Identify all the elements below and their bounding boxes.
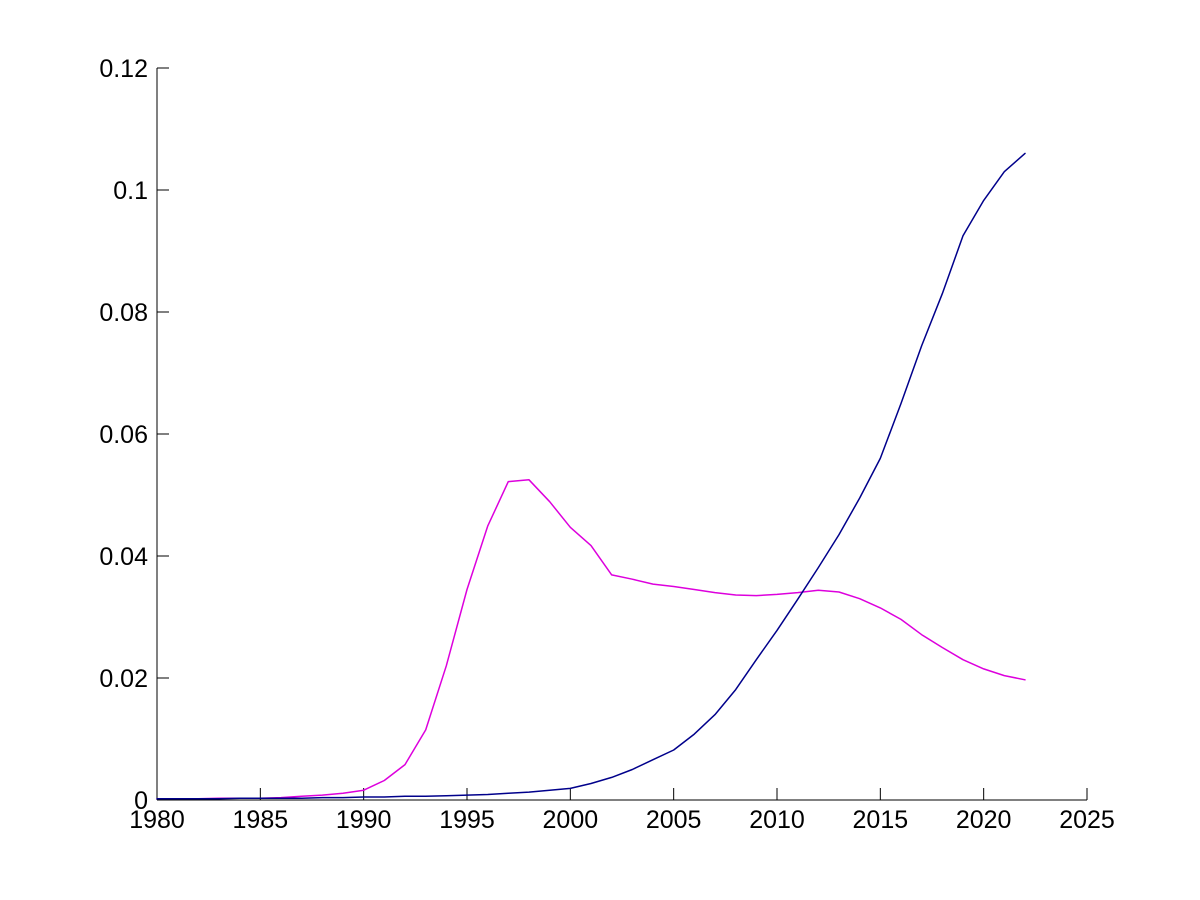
x-tick-label: 2015 xyxy=(853,806,909,834)
y-tick-label: 0.1 xyxy=(113,177,148,205)
x-tick-label: 2010 xyxy=(749,806,805,834)
y-tick-label: 0.06 xyxy=(99,421,148,449)
y-tick-label: 0.12 xyxy=(99,55,148,83)
y-tick-label: 0.04 xyxy=(99,543,148,571)
x-tick-label: 2005 xyxy=(646,806,702,834)
x-tick-label: 2020 xyxy=(956,806,1012,834)
x-tick-label: 1985 xyxy=(233,806,289,834)
y-tick-label: 0.02 xyxy=(99,665,148,693)
y-tick-label: 0.08 xyxy=(99,299,148,327)
x-tick-label: 2025 xyxy=(1059,806,1115,834)
x-tick-label: 1995 xyxy=(439,806,495,834)
x-tick-label: 2000 xyxy=(543,806,599,834)
dark-blue-line xyxy=(156,152,1026,800)
x-tick-label: 1990 xyxy=(336,806,392,834)
x-tick-label: 1980 xyxy=(129,806,185,834)
y-tick-label: 0 xyxy=(134,787,148,815)
magenta-line xyxy=(156,479,1026,800)
